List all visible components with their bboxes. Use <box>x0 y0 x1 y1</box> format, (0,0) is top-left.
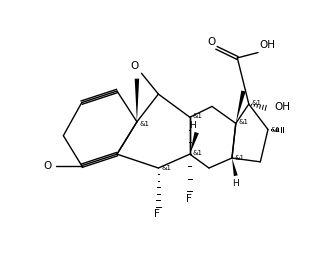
Text: F: F <box>154 209 160 220</box>
Polygon shape <box>135 79 139 122</box>
Polygon shape <box>232 158 238 176</box>
Text: F: F <box>186 194 191 204</box>
Text: O: O <box>207 37 215 47</box>
Text: OH: OH <box>259 40 275 50</box>
Polygon shape <box>190 132 199 154</box>
Text: H: H <box>232 180 239 188</box>
Text: &1: &1 <box>235 155 244 161</box>
Text: &1: &1 <box>271 126 281 133</box>
Text: &1: &1 <box>238 119 248 125</box>
Text: &1: &1 <box>161 165 171 171</box>
Text: H: H <box>190 121 196 130</box>
Polygon shape <box>236 91 246 123</box>
Text: O: O <box>44 161 52 171</box>
Text: &1: &1 <box>193 150 203 156</box>
Text: &1: &1 <box>251 100 261 106</box>
Text: &1: &1 <box>139 121 149 127</box>
Text: &1: &1 <box>193 113 203 119</box>
Text: O: O <box>131 61 139 71</box>
Text: OH: OH <box>274 102 290 112</box>
